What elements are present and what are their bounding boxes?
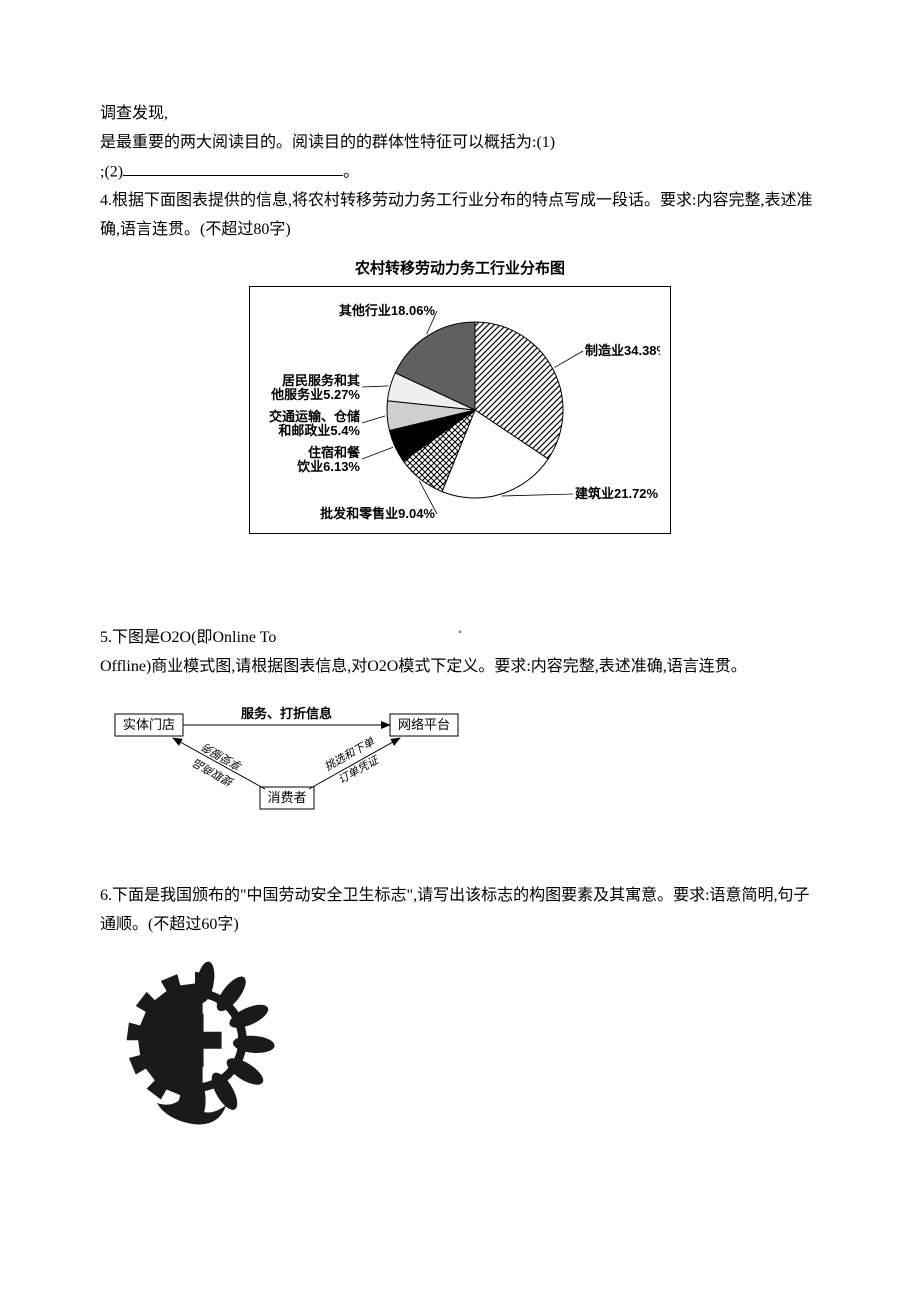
pie-label: 建筑业21.72% xyxy=(575,486,659,501)
center-dot-icon: ▪ xyxy=(458,624,462,642)
q6-figure xyxy=(100,950,820,1140)
q3-line3-prefix: ;(2) xyxy=(100,163,123,180)
flow-node-label: 网络平台 xyxy=(398,717,450,732)
flow-node-label: 实体门店 xyxy=(123,717,175,732)
pie-label: 居民服务和其 xyxy=(282,373,360,388)
pie-label: 住宿和餐 xyxy=(308,445,361,460)
q4-chart-title: 农村转移劳动力务工行业分布图 xyxy=(100,255,820,282)
q3-line3: ;(2) 。 xyxy=(100,158,820,187)
q5-line1: 5.下图是O2O(即Online To ▪ xyxy=(100,624,820,653)
q5-figure: 实体门店网络平台消费者服务、打折信息提取商品享受服务挑选和下单订单凭证 xyxy=(100,692,820,822)
q4-chart-box: 制造业34.38% 建筑业21.72% 批发和零售业9.04% 住宿和餐饮业6.13%… xyxy=(249,286,671,534)
pie-label: 其他行业18.06% xyxy=(339,303,436,318)
pie-label: 批发和零售业9.04% xyxy=(320,506,435,521)
q4-prompt: 4.根据下面图表提供的信息,将农村转移劳动力务工行业分布的特点写成一段话。要求:… xyxy=(100,187,820,245)
pie-label: 饮业6.13% xyxy=(296,459,360,474)
q3-line3-suffix: 。 xyxy=(343,163,359,180)
pie-label: 制造业34.38% xyxy=(585,343,660,358)
flow-node-label: 消费者 xyxy=(267,790,306,805)
pie-label: 交通运输、仓储 xyxy=(269,409,360,424)
pie-label: 和邮政业5.4% xyxy=(278,423,360,438)
q6-prompt: 6.下面是我国颁布的"中国劳动安全卫生标志",请写出该标志的构图要素及其寓意。要… xyxy=(100,882,820,940)
q3-blank[interactable] xyxy=(123,158,343,177)
q5-line1-text: 5.下图是O2O(即Online To xyxy=(100,629,276,646)
safety-logo-icon xyxy=(100,950,290,1140)
flow-edge-label: 服务、打折信息 xyxy=(241,706,332,721)
q4-figure: 农村转移劳动力务工行业分布图 制造业34.38% 建筑业21.72% 批发和零售业9… xyxy=(100,255,820,545)
pie-label: 他服务业5.27% xyxy=(270,387,360,402)
q5-line2: Offline)商业模式图,请根据图表信息,对O2O模式下定义。要求:内容完整,… xyxy=(100,653,820,682)
q3-line2: 是最重要的两大阅读目的。阅读目的的群体性特征可以概括为:(1) xyxy=(100,129,820,158)
q3-line1: 调查发现, xyxy=(100,100,820,129)
o2o-diagram: 实体门店网络平台消费者服务、打折信息提取商品享受服务挑选和下单订单凭证 xyxy=(100,692,475,822)
pie-chart: 制造业34.38% 建筑业21.72% 批发和零售业9.04% 住宿和餐饮业6.13%… xyxy=(260,295,660,525)
